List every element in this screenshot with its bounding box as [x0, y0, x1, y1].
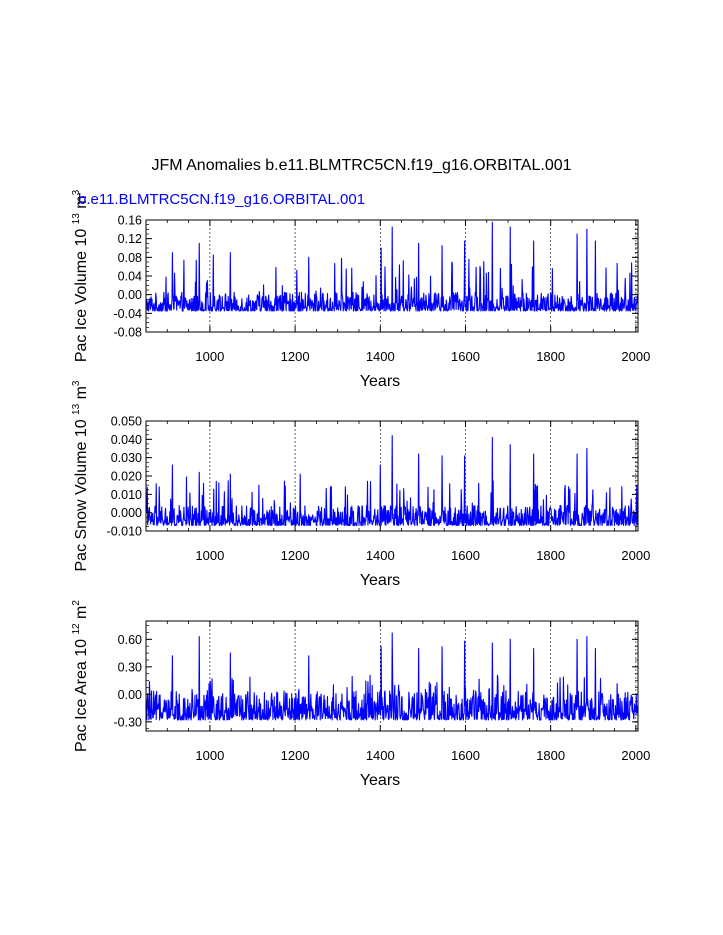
figure-title: JFM Anomalies b.e11.BLMTRC5CN.f19_g16.OR… [151, 157, 572, 174]
plot-frame [145, 620, 639, 732]
y-tick-label: 0.000 [111, 506, 142, 520]
x-tick-label: 1000 [195, 349, 224, 364]
y-tick-label: 0.030 [111, 451, 142, 465]
y-tick-label: 0.12 [118, 232, 142, 246]
x-tick-label: 2000 [621, 548, 650, 563]
y-tick-label: 0.04 [118, 270, 142, 284]
y-tick-label: -0.30 [114, 715, 143, 729]
y-tick-label: -0.08 [114, 326, 143, 340]
series-line [145, 435, 639, 527]
x-tick-label: 2000 [621, 748, 650, 763]
y-tick-label: 0.040 [111, 433, 142, 447]
y-tick-label: 0.00 [118, 288, 142, 302]
y-axis-label: Pac Ice Volume 10 13 m3 [71, 189, 90, 362]
panel-3: 1000 1200 1400 1600 1800 2000 -0.30 0.00 0.30 0.6… [71, 600, 650, 789]
x-tick-label: 1000 [195, 548, 224, 563]
y-tick-label: 0.050 [111, 415, 142, 429]
series-line [145, 221, 639, 312]
y-tick-label: 0.08 [118, 251, 142, 265]
x-tick-label: 1200 [281, 349, 310, 364]
x-tick-label: 1000 [195, 748, 224, 763]
x-tick-label: 1600 [451, 748, 480, 763]
x-tick-label: 1200 [281, 748, 310, 763]
x-tick-label: 1600 [451, 548, 480, 563]
x-axis-label: Years [360, 373, 400, 390]
series-line [145, 632, 639, 721]
x-tick-label: 1800 [536, 548, 565, 563]
y-tick-label: 0.010 [111, 488, 142, 502]
panel-1: 1000 1200 1400 1600 1800 2000 -0.08 -0.04 0.00 0.… [71, 189, 650, 390]
y-tick-label: -0.010 [107, 525, 142, 539]
x-tick-label: 1800 [536, 748, 565, 763]
x-axis-label: Years [360, 772, 400, 789]
y-tick-label: -0.04 [114, 307, 143, 321]
y-tick-label: 0.00 [118, 688, 142, 702]
y-axis-label: Pac Snow Volume 10 13 m3 [71, 380, 90, 571]
x-tick-label: 2000 [621, 349, 650, 364]
y-tick-label: 0.020 [111, 470, 142, 484]
x-tick-label: 1400 [366, 548, 395, 563]
y-tick-label: 0.16 [118, 214, 142, 228]
panel-2: 1000 1200 1400 1600 1800 2000 -0.010 0.000 0.010… [71, 380, 650, 589]
panel-subtitle: b.e11.BLMTRC5CN.f19_g16.ORBITAL.001 [78, 191, 365, 208]
y-axis-label: Pac Ice Area 10 12 m2 [71, 600, 90, 752]
x-axis-label: Years [360, 572, 400, 589]
y-tick-label: 0.60 [118, 633, 142, 647]
x-tick-label: 1800 [536, 349, 565, 364]
x-tick-label: 1200 [281, 548, 310, 563]
x-tick-label: 1400 [366, 349, 395, 364]
x-tick-label: 1400 [366, 748, 395, 763]
y-tick-label: 0.30 [118, 660, 142, 674]
x-tick-label: 1600 [451, 349, 480, 364]
